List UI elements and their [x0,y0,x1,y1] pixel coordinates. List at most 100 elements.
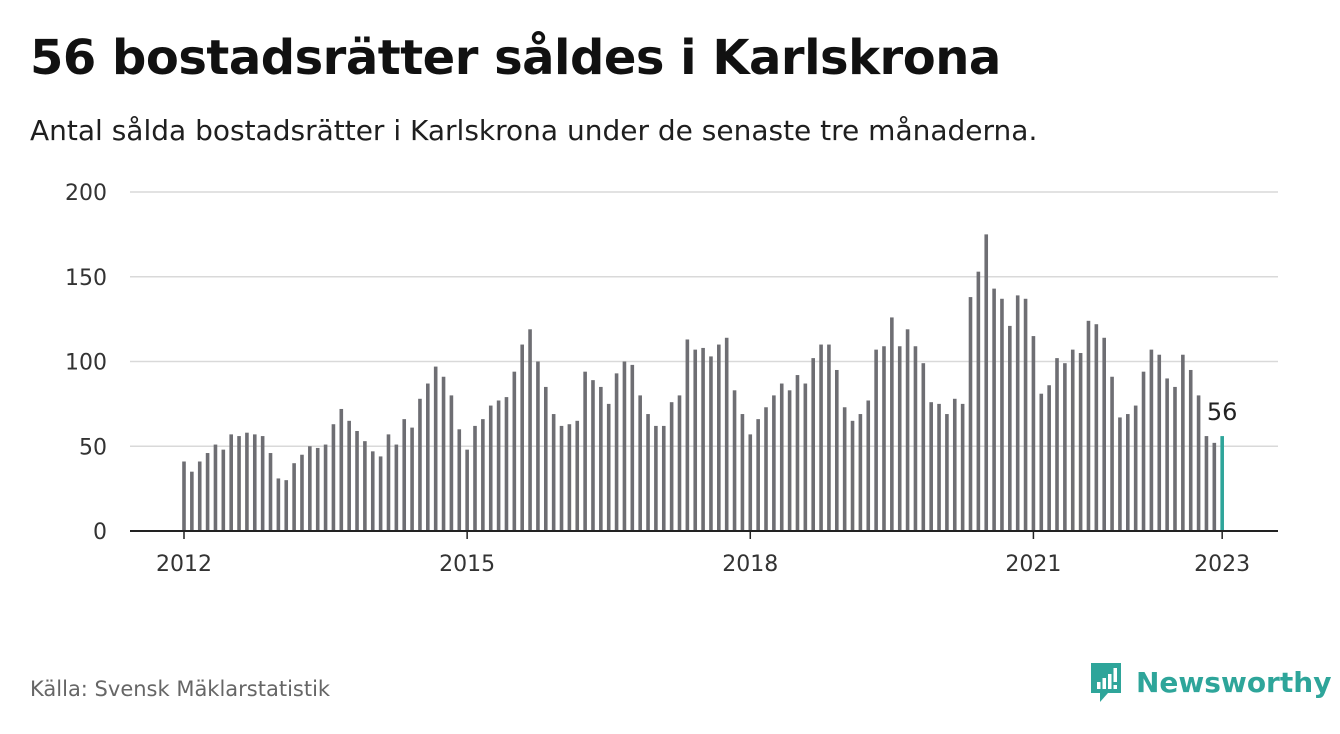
bar [1165,378,1169,531]
bar [724,337,729,531]
bar [772,395,776,531]
bar [323,444,328,531]
bar [709,356,713,531]
y-tick-label: 100 [65,351,107,376]
x-tick-label: 2012 [156,552,212,577]
bar [268,453,273,531]
bar [646,414,650,531]
bar [992,288,996,531]
bar [685,339,690,531]
bar [504,397,509,531]
bar [1196,395,1201,531]
bar [1118,417,1122,531]
bar [835,369,839,531]
bar-chart: 0 50 100 150 200 2012 2015 2018 2021 2023 56 [65,181,1278,577]
bar [488,405,493,531]
bar [575,420,580,531]
bar [693,349,698,531]
bar [339,408,344,531]
y-tick-label: 50 [79,435,107,460]
y-tick-label: 150 [65,266,107,291]
bar [1173,386,1177,531]
bar [795,375,800,531]
bar [748,434,753,531]
bar [1102,337,1106,531]
bar [968,297,973,531]
bar [740,414,745,531]
bar [457,429,462,531]
bar [292,463,296,531]
bar [245,432,249,531]
brand-logo[interactable]: Newsworthy [1088,660,1331,704]
bar [732,390,737,531]
bar [819,344,823,531]
bar [355,431,359,531]
bar [1212,442,1217,531]
bar [874,349,878,531]
bar [1015,295,1020,531]
y-tick-label: 200 [65,181,107,206]
bar [1078,353,1083,531]
y-tick-label: 0 [93,520,107,545]
bar [1157,354,1162,531]
bar [599,386,603,531]
chart-title: 56 bostadsrätter såldes i Karlskrona [30,30,1001,86]
bar [1023,298,1028,531]
brand-name: Newsworthy [1136,665,1332,699]
bar [937,403,941,532]
bar [787,390,792,531]
bar [512,371,517,531]
x-tick-label: 2018 [722,552,778,577]
bar [890,317,894,531]
bar [1181,354,1185,531]
bar [717,344,721,531]
bar [536,361,540,531]
bar [622,361,627,531]
highlight-value-label: 56 [1207,398,1238,426]
bar [315,447,320,531]
bar [976,271,981,531]
bar [606,403,611,532]
bar [952,398,957,531]
bar [1204,436,1209,531]
bar [638,395,642,531]
bar [363,441,367,531]
bar [984,234,989,532]
bar [669,402,674,531]
bar [481,419,485,531]
bar [284,480,289,531]
bar [276,478,281,531]
bar [449,395,454,531]
bar [1039,393,1044,531]
bar [1149,349,1154,531]
y-axis-ticks: 0 50 100 150 200 [65,181,107,545]
bar [331,424,336,531]
bar [1070,349,1075,531]
bar [496,400,501,531]
bar [882,346,886,531]
bar [1110,376,1114,531]
chart-subtitle: Antal sålda bostadsrätter i Karlskrona u… [30,114,1038,147]
bar [1094,324,1099,531]
bar [182,461,186,531]
bar [465,449,469,531]
x-tick-label: 2021 [1005,552,1061,577]
bar [1141,371,1146,531]
bar [1133,405,1138,531]
bar [551,414,556,531]
bar [1047,385,1051,531]
bar [1031,336,1036,531]
bar [402,419,407,531]
bar [528,329,532,531]
bar [1055,358,1059,531]
bar [897,346,902,531]
newsworthy-logo-icon [1091,663,1121,702]
bar [929,402,933,531]
bar [190,471,194,531]
bar [520,344,524,531]
bar [221,449,226,531]
bar [779,383,784,531]
bar [1126,414,1130,531]
bar [559,425,564,531]
bar [1008,325,1012,531]
